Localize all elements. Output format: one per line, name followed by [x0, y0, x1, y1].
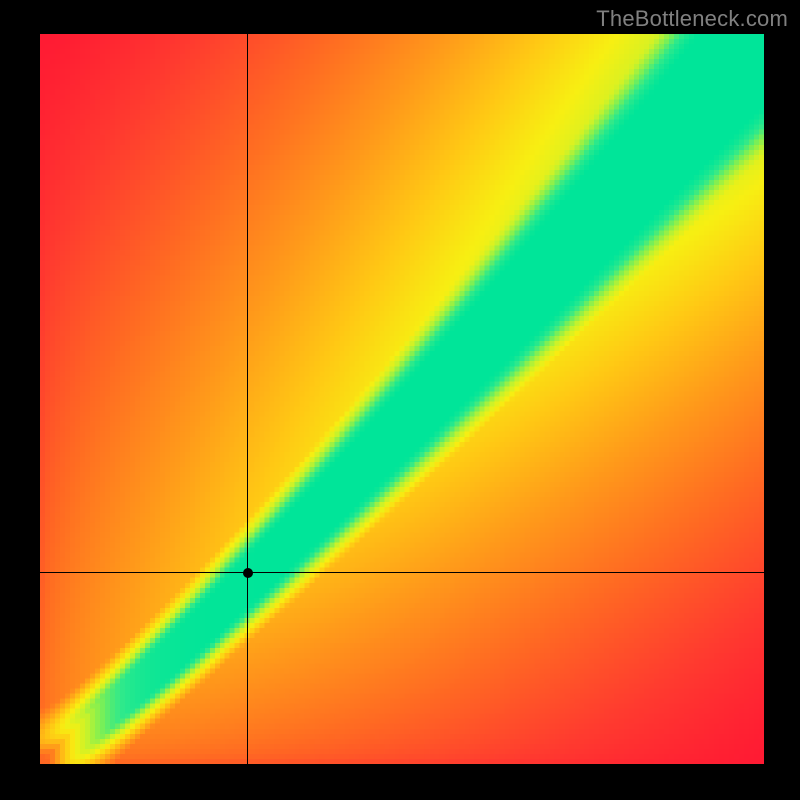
crosshair-horizontal [40, 572, 764, 573]
chart-panel [40, 34, 764, 764]
marker-dot [243, 568, 253, 578]
heatmap-canvas [40, 34, 764, 764]
watermark-text: TheBottleneck.com [596, 6, 788, 32]
crosshair-vertical [247, 34, 248, 764]
